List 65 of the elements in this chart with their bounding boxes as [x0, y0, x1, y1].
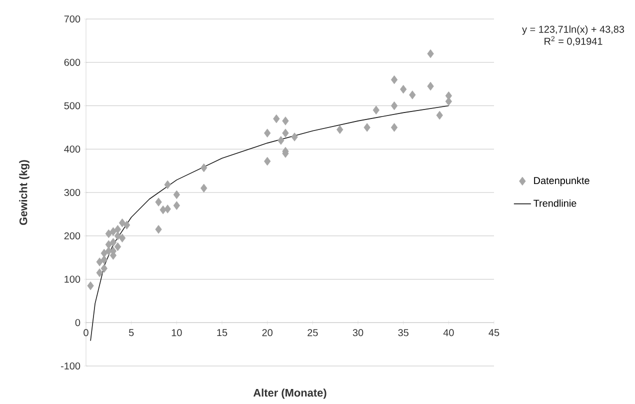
point: [372, 106, 380, 114]
y-tick-label: 0: [75, 319, 80, 326]
point: [390, 123, 398, 132]
point: [409, 90, 416, 100]
y-tick-label: 700: [64, 15, 80, 23]
point: [278, 136, 284, 145]
x-axis-title: Alter (Monate): [253, 388, 326, 399]
point: [173, 201, 180, 210]
text: y = 123,71ln(x) + 43,83: [522, 26, 624, 35]
point: [364, 123, 370, 132]
x-tick-label: 20: [262, 329, 272, 336]
point: [200, 184, 208, 193]
x-tick-label: 45: [488, 329, 500, 336]
x-tick-label: 15: [217, 329, 228, 336]
point: [164, 180, 171, 190]
y-tick-label: 600: [64, 58, 80, 66]
x-tick-label: 0: [84, 329, 88, 336]
point: [100, 264, 108, 273]
y-tick-label: 500: [64, 102, 80, 110]
text: R$^{2}$ = 0,91941: [544, 36, 602, 46]
x-tick-label: 10: [172, 329, 182, 336]
point: [110, 227, 117, 236]
point: [118, 218, 126, 228]
point: [264, 156, 271, 166]
point: [114, 224, 122, 234]
y-tick-label: 300: [64, 188, 80, 196]
x-tick-label: 40: [443, 329, 454, 336]
point: [427, 82, 434, 91]
point: [291, 132, 298, 142]
point: [155, 224, 162, 234]
point: [282, 128, 289, 138]
point: [164, 204, 171, 214]
point: [336, 125, 344, 134]
legend-label: Datenpunkte: [534, 176, 590, 186]
point: [200, 163, 208, 172]
point: [87, 281, 94, 290]
point: [118, 234, 126, 242]
point: [390, 101, 398, 110]
y-tick-label: 200: [64, 232, 80, 240]
point: [155, 198, 162, 206]
y-tick-label: 400: [64, 146, 80, 153]
point: [400, 84, 407, 94]
point: [273, 114, 280, 124]
y-tick-label: -100: [60, 362, 80, 370]
point: [390, 75, 398, 84]
point: [436, 110, 443, 120]
point: [100, 255, 108, 264]
y-tick-label: 100: [64, 276, 80, 283]
point: [105, 229, 112, 238]
x-tick-label: 25: [308, 329, 318, 336]
point: [282, 116, 289, 126]
point: [427, 49, 434, 58]
x-tick-label: 30: [352, 329, 364, 336]
point: [110, 238, 117, 247]
point: [264, 128, 271, 138]
point: [114, 242, 122, 252]
legend-label: Trendlinie: [534, 199, 576, 207]
point: [123, 220, 130, 230]
y-axis-title: Gewicht (kg): [19, 160, 30, 225]
point: [173, 190, 180, 200]
point: [96, 268, 103, 278]
point: [96, 258, 103, 266]
x-tick-label: 5: [128, 329, 134, 336]
point: [105, 240, 112, 249]
x-tick-label: 35: [398, 329, 408, 336]
